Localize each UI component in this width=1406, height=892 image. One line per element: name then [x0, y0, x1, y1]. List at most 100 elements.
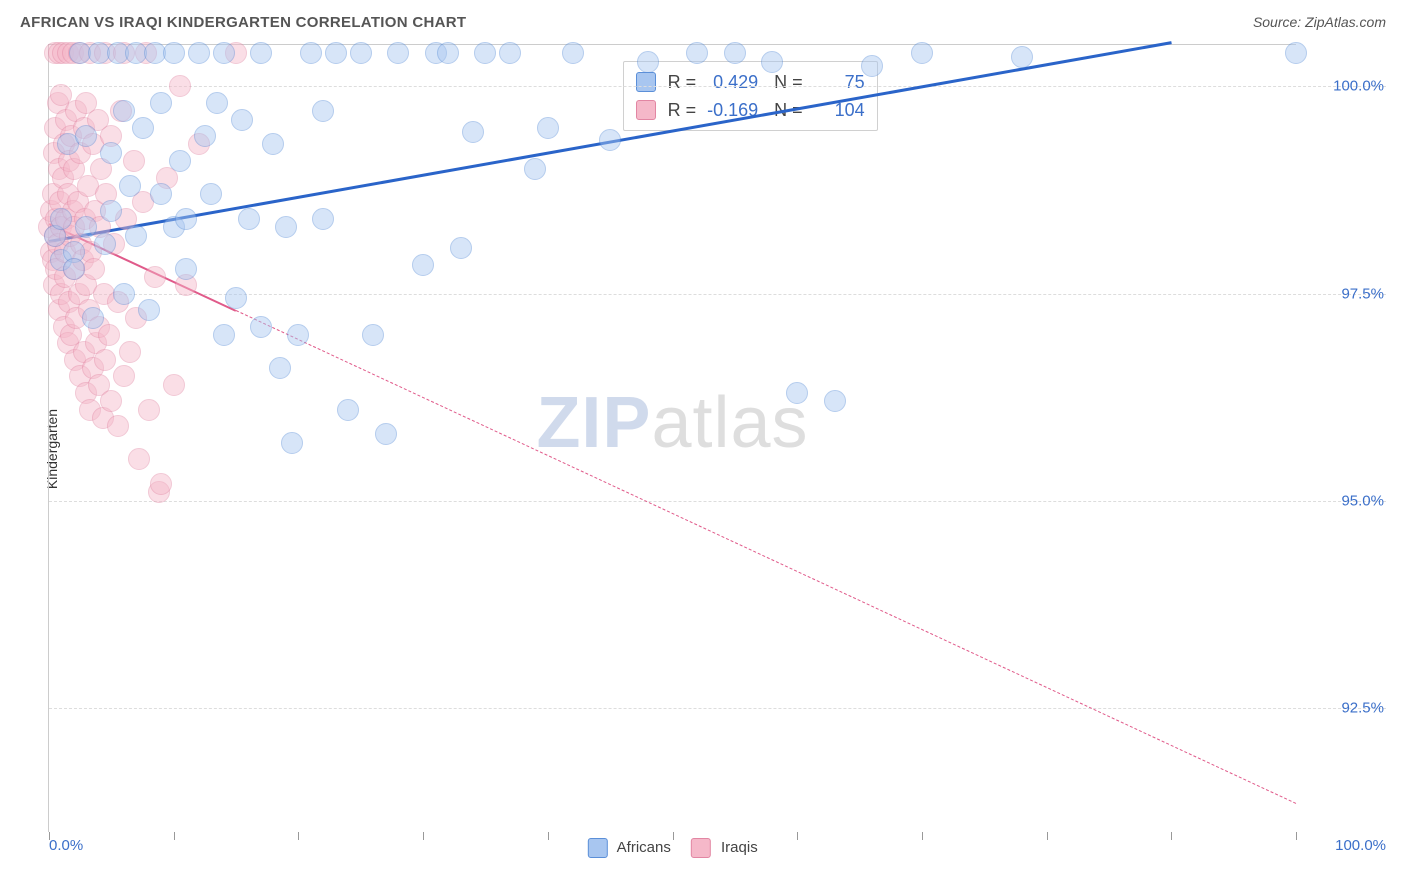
data-point-africans: [599, 129, 621, 151]
x-tick: [673, 832, 674, 840]
data-point-africans: [262, 133, 284, 155]
data-point-africans: [75, 216, 97, 238]
data-point-iraqis: [128, 448, 150, 470]
data-point-iraqis: [98, 324, 120, 346]
data-point-iraqis: [94, 349, 116, 371]
y-tick-label: 100.0%: [1333, 78, 1384, 95]
data-point-africans: [100, 200, 122, 222]
data-point-africans: [524, 158, 546, 180]
data-point-africans: [100, 142, 122, 164]
data-point-africans: [175, 258, 197, 280]
data-point-africans: [132, 117, 154, 139]
data-point-africans: [213, 42, 235, 64]
data-point-africans: [499, 42, 521, 64]
data-point-africans: [250, 316, 272, 338]
data-point-africans: [1285, 42, 1307, 64]
x-tick: [797, 832, 798, 840]
data-point-africans: [281, 432, 303, 454]
data-point-africans: [113, 100, 135, 122]
data-point-africans: [312, 208, 334, 230]
chart-container: Kindergarten ZIPatlas R =0.429 N =75 R =…: [48, 44, 1386, 854]
x-axis-min-label: 0.0%: [49, 837, 83, 854]
swatch-africans-icon: [587, 838, 607, 858]
data-point-iraqis: [107, 415, 129, 437]
data-point-iraqis: [163, 374, 185, 396]
data-point-africans: [150, 183, 172, 205]
chart-title: AFRICAN VS IRAQI KINDERGARTEN CORRELATIO…: [20, 14, 466, 31]
data-point-africans: [786, 382, 808, 404]
data-point-africans: [387, 42, 409, 64]
data-point-africans: [119, 175, 141, 197]
x-tick: [922, 832, 923, 840]
data-point-africans: [724, 42, 746, 64]
data-point-africans: [462, 121, 484, 143]
plot-area: ZIPatlas R =0.429 N =75 R =-0.169 N =104…: [48, 44, 1296, 832]
data-point-africans: [861, 55, 883, 77]
data-point-iraqis: [113, 365, 135, 387]
data-point-africans: [206, 92, 228, 114]
data-point-africans: [238, 208, 260, 230]
gridline: [49, 294, 1386, 295]
data-point-africans: [362, 324, 384, 346]
x-tick: [1047, 832, 1048, 840]
swatch-iraqis-icon: [636, 100, 656, 120]
data-point-africans: [1011, 46, 1033, 68]
data-point-africans: [325, 42, 347, 64]
legend-item-iraqis: Iraqis: [691, 838, 758, 858]
swatch-africans-icon: [636, 72, 656, 92]
y-tick-label: 97.5%: [1341, 285, 1384, 302]
correlation-stats-box: R =0.429 N =75 R =-0.169 N =104: [623, 61, 878, 131]
data-point-africans: [138, 299, 160, 321]
data-point-africans: [213, 324, 235, 346]
data-point-africans: [250, 42, 272, 64]
data-point-iraqis: [138, 399, 160, 421]
data-point-africans: [225, 287, 247, 309]
data-point-africans: [350, 42, 372, 64]
data-point-africans: [911, 42, 933, 64]
swatch-iraqis-icon: [691, 838, 711, 858]
data-point-africans: [637, 51, 659, 73]
gridline: [49, 86, 1386, 87]
gridline: [49, 708, 1386, 709]
data-point-iraqis: [100, 390, 122, 412]
x-tick: [1171, 832, 1172, 840]
data-point-africans: [125, 225, 147, 247]
data-point-iraqis: [123, 150, 145, 172]
y-tick-label: 92.5%: [1341, 699, 1384, 716]
x-tick: [1296, 832, 1297, 840]
data-point-africans: [82, 307, 104, 329]
data-point-africans: [188, 42, 210, 64]
data-point-africans: [269, 357, 291, 379]
data-point-africans: [175, 208, 197, 230]
data-point-africans: [194, 125, 216, 147]
data-point-africans: [300, 42, 322, 64]
data-point-africans: [113, 283, 135, 305]
data-point-africans: [412, 254, 434, 276]
data-point-africans: [50, 208, 72, 230]
legend: Africans Iraqis: [587, 838, 757, 858]
x-tick: [548, 832, 549, 840]
data-point-africans: [150, 92, 172, 114]
data-point-africans: [231, 109, 253, 131]
stats-row-iraqis: R =-0.169 N =104: [636, 96, 865, 124]
data-point-iraqis: [169, 75, 191, 97]
data-point-iraqis: [83, 258, 105, 280]
legend-item-africans: Africans: [587, 838, 671, 858]
x-tick: [298, 832, 299, 840]
x-axis-max-label: 100.0%: [1335, 837, 1386, 854]
data-point-africans: [537, 117, 559, 139]
x-tick: [49, 832, 50, 840]
data-point-africans: [761, 51, 783, 73]
data-point-iraqis: [150, 473, 172, 495]
gridline: [49, 501, 1386, 502]
data-point-africans: [312, 100, 334, 122]
data-point-africans: [824, 390, 846, 412]
data-point-iraqis: [119, 341, 141, 363]
stats-row-africans: R =0.429 N =75: [636, 68, 865, 96]
data-point-africans: [450, 237, 472, 259]
data-point-africans: [94, 233, 116, 255]
source-attribution: Source: ZipAtlas.com: [1253, 14, 1386, 30]
data-point-africans: [275, 216, 297, 238]
data-point-africans: [474, 42, 496, 64]
data-point-iraqis: [144, 266, 166, 288]
